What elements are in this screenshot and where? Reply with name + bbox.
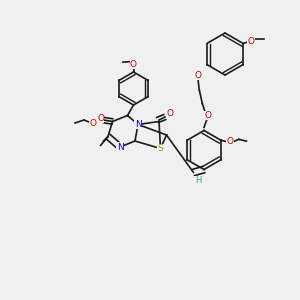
Text: S: S <box>158 144 164 153</box>
Text: O: O <box>194 70 201 80</box>
Text: O: O <box>130 60 137 69</box>
Text: O: O <box>205 111 212 120</box>
Text: O: O <box>89 118 97 127</box>
Text: H: H <box>195 176 201 185</box>
Text: O: O <box>166 110 173 118</box>
Text: O: O <box>97 114 104 123</box>
Text: N: N <box>135 120 141 129</box>
Text: N: N <box>117 142 123 152</box>
Text: O: O <box>247 38 254 46</box>
Text: O: O <box>226 137 233 146</box>
